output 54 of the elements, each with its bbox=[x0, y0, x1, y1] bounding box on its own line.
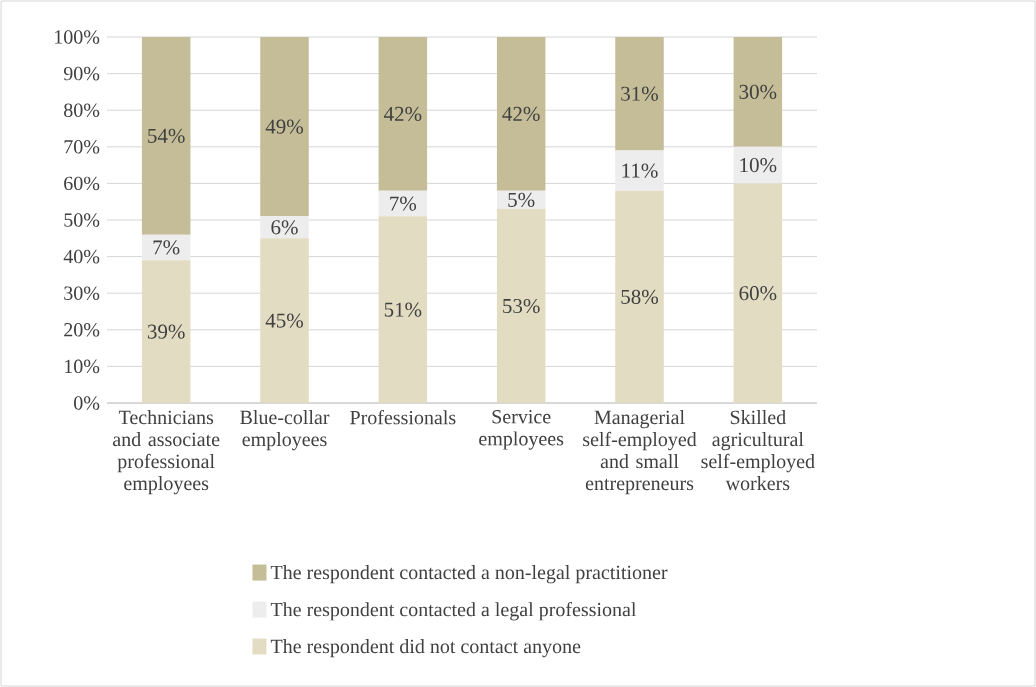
bar bbox=[615, 150, 664, 191]
data-label: 58% bbox=[621, 289, 659, 304]
y-tick-label: 70% bbox=[64, 140, 100, 154]
legend-label: The respondent contacted a non-legal practitioner bbox=[270, 565, 668, 584]
bar bbox=[496, 37, 546, 191]
data-label: 53% bbox=[503, 298, 540, 314]
data-label: 39% bbox=[147, 324, 185, 339]
data-label: 30% bbox=[739, 84, 777, 100]
bar bbox=[378, 190, 428, 217]
data-label: 7% bbox=[390, 196, 417, 211]
legend-label: The respondent did not contact anyone bbox=[270, 639, 581, 658]
bar bbox=[260, 238, 309, 404]
bar bbox=[615, 190, 664, 404]
data-label: 31% bbox=[621, 86, 659, 101]
data-label: 60% bbox=[739, 286, 777, 301]
x-tick-label: Skilled agricultural self-employed workers bbox=[701, 410, 815, 491]
bar bbox=[733, 37, 783, 147]
data-label: 7% bbox=[153, 240, 180, 255]
y-tick-label: 80% bbox=[64, 103, 100, 117]
bar bbox=[260, 37, 309, 217]
bar bbox=[141, 260, 191, 404]
x-tick-label: Technicians and associate professional employees bbox=[113, 410, 220, 495]
data-label: 11% bbox=[622, 163, 658, 178]
bar bbox=[141, 234, 191, 261]
x-tick-label: Blue-collar employees bbox=[240, 410, 330, 451]
data-label: 42% bbox=[384, 106, 422, 121]
bar bbox=[141, 37, 191, 235]
y-tick-label: 40% bbox=[63, 249, 100, 264]
x-tick-label: Managerial self-employed and small entrepreneurs bbox=[583, 410, 697, 495]
bar bbox=[496, 209, 546, 404]
data-label: 54% bbox=[148, 128, 185, 143]
bar bbox=[733, 183, 783, 404]
y-tick-label: 0% bbox=[74, 396, 100, 410]
y-tick-label: 10% bbox=[65, 359, 100, 374]
y-tick-label: 100% bbox=[55, 30, 100, 44]
y-tick-label: 90% bbox=[63, 66, 100, 81]
data-label: 49% bbox=[265, 119, 304, 134]
bar bbox=[378, 216, 428, 404]
x-tick-label: Service employees bbox=[479, 410, 564, 450]
x-tick-label: Professionals bbox=[350, 410, 456, 425]
y-tick-label: 30% bbox=[64, 286, 100, 300]
bar bbox=[615, 37, 664, 151]
data-label: 45% bbox=[265, 313, 304, 328]
data-label: 5% bbox=[508, 192, 535, 207]
y-tick-label: 50% bbox=[64, 213, 100, 227]
data-label: 42% bbox=[502, 106, 540, 121]
data-label: 6% bbox=[271, 220, 298, 235]
y-tick-label: 60% bbox=[64, 176, 100, 191]
bar bbox=[260, 216, 309, 239]
data-label: 51% bbox=[384, 302, 422, 317]
legend-label: The respondent contacted a legal professional bbox=[270, 602, 637, 621]
y-tick-label: 20% bbox=[64, 323, 100, 337]
bar bbox=[378, 37, 428, 191]
data-label: 10% bbox=[740, 157, 777, 173]
